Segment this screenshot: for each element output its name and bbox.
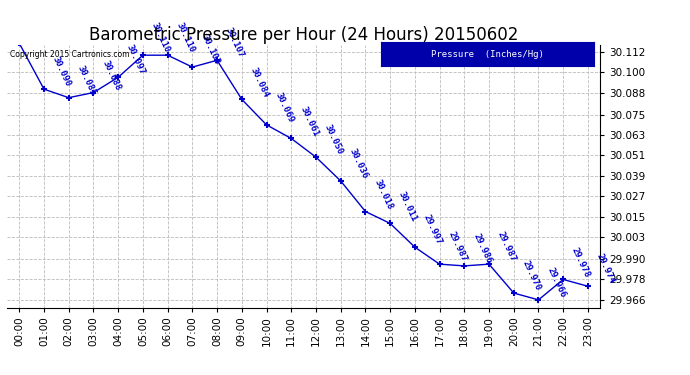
Text: 30.085: 30.085: [76, 64, 97, 97]
Text: 29.987: 29.987: [496, 230, 518, 263]
Text: 30.107: 30.107: [224, 27, 246, 60]
Text: 30.103: 30.103: [199, 33, 221, 66]
Text: 30.097: 30.097: [125, 44, 147, 76]
Text: 30.018: 30.018: [373, 178, 394, 211]
Text: 30.088: 30.088: [100, 59, 122, 92]
Text: 29.997: 29.997: [422, 213, 444, 246]
Text: 30.110: 30.110: [150, 21, 172, 54]
Text: 29.974: 29.974: [595, 252, 617, 285]
Text: 29.986: 29.986: [471, 232, 493, 265]
Text: Copyright 2015 Cartronics.com: Copyright 2015 Cartronics.com: [10, 50, 129, 59]
Text: Barometric Pressure per Hour (24 Hours) 20150602: Barometric Pressure per Hour (24 Hours) …: [89, 26, 518, 44]
Text: 29.978: 29.978: [570, 246, 592, 279]
Text: 30.036: 30.036: [348, 147, 369, 180]
Text: 30.061: 30.061: [298, 105, 320, 138]
Text: 30.069: 30.069: [273, 91, 295, 124]
Text: 30.110: 30.110: [175, 21, 197, 54]
Text: 30.084: 30.084: [248, 66, 270, 99]
Text: 30.011: 30.011: [397, 190, 419, 223]
Text: 29.970: 29.970: [521, 259, 542, 292]
Text: 29.987: 29.987: [446, 230, 469, 263]
Text: 30.050: 30.050: [323, 123, 345, 156]
Text: 30.090: 30.090: [51, 56, 72, 88]
Text: 29.966: 29.966: [545, 266, 567, 299]
Text: 30.117: 30.117: [0, 374, 1, 375]
